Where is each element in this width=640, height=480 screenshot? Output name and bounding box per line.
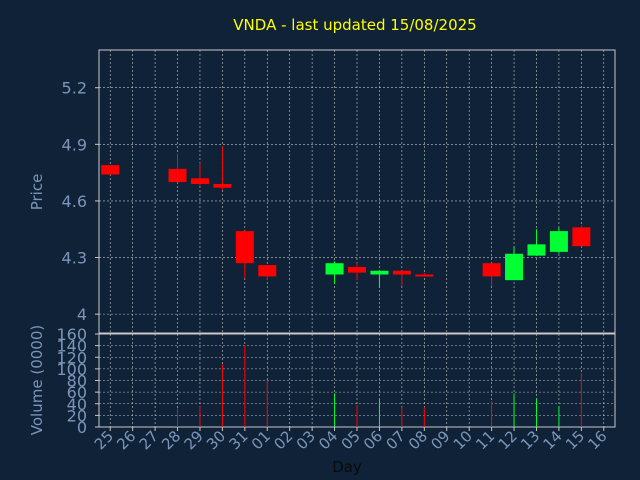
candle-body xyxy=(482,263,501,277)
volume-ytick-label: 20 xyxy=(67,406,87,425)
candle-body xyxy=(348,266,366,273)
x-axis-label: Day xyxy=(332,458,362,476)
volume-ytick-label: 120 xyxy=(56,348,87,367)
price-ytick-label: 4.3 xyxy=(62,249,87,268)
volume-ytick-label: 140 xyxy=(56,337,87,356)
price-axis-label: Price xyxy=(28,174,46,211)
price-ytick-label: 5.2 xyxy=(62,79,87,98)
x-tick-label: 16 xyxy=(584,427,610,453)
candle-body xyxy=(392,270,411,275)
volume-axis-label: Volume (0000) xyxy=(28,325,46,435)
candle-body xyxy=(415,274,434,277)
price-ytick-label: 4.6 xyxy=(62,192,87,211)
price-ytick-label: 4.9 xyxy=(62,135,87,154)
candle-body xyxy=(572,227,591,247)
candle-body xyxy=(213,183,232,188)
candle-body xyxy=(527,244,546,256)
volume-ytick-label: 100 xyxy=(56,360,87,379)
candle-body xyxy=(168,168,187,183)
candle-body xyxy=(190,178,209,184)
candle-body xyxy=(370,270,389,275)
volume-ytick-label: 80 xyxy=(67,372,87,391)
candle-body xyxy=(235,231,254,264)
candle-body xyxy=(101,165,120,175)
candle-body xyxy=(258,265,277,277)
volume-ytick-label: 40 xyxy=(67,395,87,414)
volume-ytick-label: 160 xyxy=(56,325,87,344)
candle-body xyxy=(549,231,568,252)
volume-ytick-label: 0 xyxy=(77,418,87,437)
price-ytick-label: 4 xyxy=(77,305,87,324)
candle-body xyxy=(505,253,524,281)
candle-body xyxy=(325,263,344,275)
volume-ytick-label: 60 xyxy=(67,383,87,402)
chart-title: VNDA - last updated 15/08/2025 xyxy=(233,16,476,34)
